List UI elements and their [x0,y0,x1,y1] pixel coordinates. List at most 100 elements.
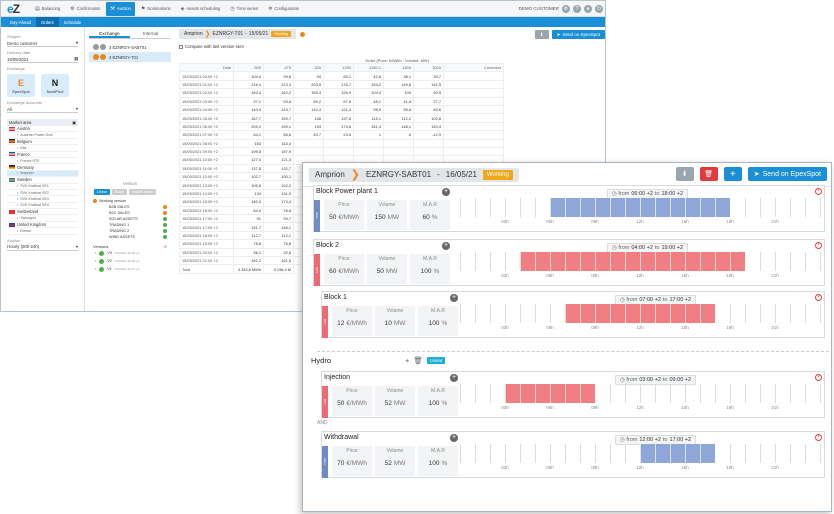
table-cell[interactable] [443,138,504,148]
table-cell[interactable]: 193 [293,121,324,132]
tree-item[interactable]: SOLAR ASSETS [89,216,171,222]
subnav-day-ahead[interactable]: Day-Ahead [5,17,36,27]
table-cell[interactable]: 167,7 [233,113,264,123]
portfolio-item[interactable]: 3 EZNRGY-T01 [89,52,171,62]
table-cell[interactable]: 23,5 [323,130,354,140]
table-cell[interactable]: 89,2 [293,96,324,106]
table-cell[interactable]: 153 [233,138,264,148]
table-cell[interactable]: 204,9 [293,79,324,90]
add-offer-button[interactable]: + [442,242,450,250]
download-button[interactable]: ⬇ [534,30,549,39]
table-cell[interactable]: 102,7 [233,172,264,182]
table-cell[interactable] [443,79,504,90]
table-cell[interactable]: 104,4 [353,88,384,98]
table-cell[interactable]: 162,2 [263,88,294,98]
add-offer-button[interactable]: + [442,188,450,196]
table-cell[interactable]: 127,4 [233,155,264,165]
volume-field[interactable]: Volume 10 MW [375,306,415,336]
market-area-item[interactable]: ▪ Amprion [7,170,78,178]
market-area-country[interactable]: Sweden [7,177,78,184]
compare-checkbox[interactable]: Compare with last version sent [179,44,605,49]
table-cell[interactable]: 163,4 [233,88,264,98]
table-cell[interactable]: 102,8 [413,113,444,123]
table-cell[interactable]: 126,9 [323,88,354,98]
version-row[interactable]: › V3 12/05/21 10:48 +2 [89,249,171,257]
table-cell[interactable]: 159,7 [263,113,294,123]
table-cell[interactable]: 56,6 [263,130,294,140]
table-cell[interactable] [413,138,444,148]
table-cell[interactable]: 93,6 [263,96,294,106]
tree-item[interactable]: TRADING 2 [89,228,171,234]
nav-assets-scheduling[interactable]: ◈ Assets scheduling [177,2,225,16]
mar-field[interactable]: M.A.R 100% [418,306,458,336]
volume-field[interactable]: Volume 52 MW [375,386,415,416]
table-cell[interactable]: 197,9 [263,146,294,157]
add-offer-button[interactable]: + [450,434,458,442]
table-cell[interactable]: 131,9 [263,188,294,199]
table-cell[interactable]: 173,8 [323,121,354,132]
folder-icon[interactable]: ▣ [72,120,76,125]
table-cell[interactable]: 84,4 [233,205,264,216]
nav-configuration[interactable]: ✲ Configuration [264,2,303,16]
table-cell[interactable]: 149,8 [383,79,414,90]
tab-internal[interactable]: Internal [142,31,159,36]
subnav-orders[interactable]: Orders [35,17,59,27]
exchange-epexspot[interactable]: E EpexSpot [7,74,35,97]
tree-item[interactable]: B2B SALES [89,204,171,210]
nav-balancing[interactable]: ▤ Balancing [31,2,64,16]
nav-nominations[interactable]: ⚑ Nominations [137,2,175,16]
logout-icon[interactable]: ⏻ [595,5,603,13]
table-cell[interactable] [443,130,504,140]
close-icon[interactable]: × [815,434,822,441]
table-cell[interactable]: 144,4 [233,104,264,115]
market-area-item[interactable]: ▪ France RTE [7,158,78,165]
market-area-country[interactable]: France [7,152,78,158]
market-area-item[interactable]: ▪ Austrian Power Grid [7,132,78,139]
table-cell[interactable]: 104,4 [233,71,264,81]
table-cell[interactable]: 36,1 [233,247,264,258]
market-area-country[interactable]: Germany [7,164,78,171]
table-cell[interactable]: 112,7 [233,230,264,241]
table-cell[interactable]: 45,1 [353,96,384,106]
table-cell[interactable]: 156 [293,113,324,123]
auction-select[interactable]: Hourly (00h-24h) ▾ [7,244,78,251]
close-icon[interactable]: × [815,294,822,301]
table-cell[interactable] [443,88,504,98]
market-area-item[interactable]: ▪ SVK Kraftnat SE2 [7,190,78,197]
table-cell[interactable]: 134 [233,188,264,199]
table-cell[interactable]: 112,1 [263,230,294,241]
table-cell[interactable]: 75,8 [263,239,294,249]
table-cell[interactable] [383,138,414,148]
table-cell[interactable]: 151,4 [353,121,384,132]
market-area-country[interactable]: Belgium [7,139,78,146]
volume-field[interactable]: Volume 50 MW [367,254,407,284]
table-cell[interactable] [293,146,324,157]
price-field[interactable]: Price 70 €/MWh [332,446,372,476]
market-area-item[interactable]: ▪ Elexon [7,228,78,235]
table-cell[interactable] [353,138,384,148]
market-area-item[interactable]: ▪ SVK Kraftnat SE3 [7,196,78,203]
table-cell[interactable] [443,113,504,123]
nav-confirmation[interactable]: ⚙ Confirmation [66,2,104,16]
table-cell[interactable]: 32,8 [263,247,294,258]
table-cell[interactable]: 95,6 [383,104,414,115]
table-cell[interactable]: 90,5 [413,88,444,98]
table-cell[interactable]: 102,2 [263,180,294,190]
table-cell[interactable] [443,96,504,106]
table-cell[interactable]: 121,4 [323,104,354,115]
table-cell[interactable]: 40,7 [293,130,324,140]
table-cell[interactable]: 30,7 [413,71,444,81]
table-cell[interactable]: 65,1 [323,71,354,81]
table-cell[interactable]: 91 [233,214,264,224]
pill-block[interactable]: Block [112,189,127,195]
gear-icon[interactable]: ⚙ [562,5,570,13]
table-cell[interactable]: 93,7 [263,214,294,224]
exchange-nordpool[interactable]: N NordPool [41,74,69,97]
table-cell[interactable] [293,138,324,148]
mar-field[interactable]: M.A.R 100% [418,386,458,416]
market-area-item[interactable]: ▪ Elia [7,145,78,152]
table-cell[interactable]: 115,1 [353,113,384,123]
volume-field[interactable]: Volume 150 MW [367,200,407,230]
table-cell[interactable]: 174,4 [263,197,294,207]
app-logo[interactable]: eZ [7,1,20,16]
